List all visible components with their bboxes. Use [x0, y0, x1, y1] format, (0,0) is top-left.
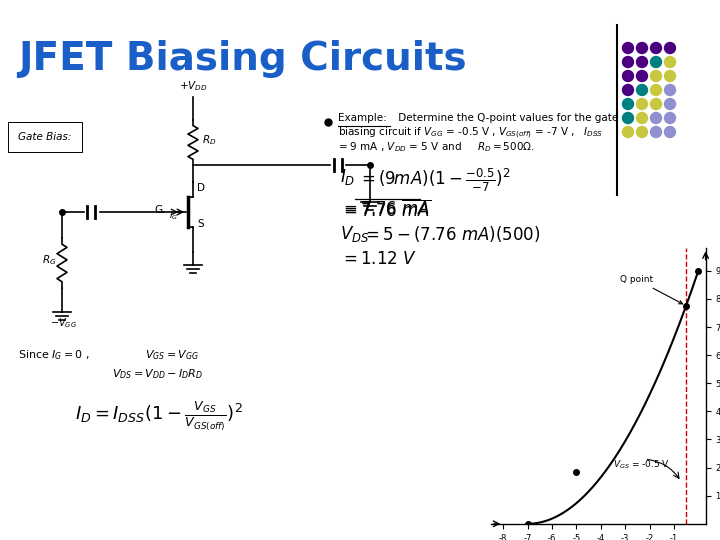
Circle shape — [636, 43, 647, 53]
Text: $R_D$: $R_D$ — [202, 133, 217, 147]
Text: $= 7.76\ mA$: $= 7.76\ mA$ — [340, 200, 430, 218]
Circle shape — [623, 71, 634, 82]
Text: $V_{DS}$: $V_{DS}$ — [340, 224, 369, 244]
Circle shape — [650, 43, 662, 53]
Text: $I_D = I_{DSS}(1 - \frac{V_{GS}}{V_{GS(off)}})^2$: $I_D = I_{DSS}(1 - \frac{V_{GS}}{V_{GS(o… — [75, 400, 243, 433]
Text: $R_G$: $R_G$ — [42, 253, 56, 267]
Text: JFET Biasing Circuits: JFET Biasing Circuits — [18, 40, 467, 78]
Circle shape — [636, 98, 647, 110]
Text: $V_{GS}$ = -0.5 V: $V_{GS}$ = -0.5 V — [613, 458, 670, 471]
Text: S: S — [197, 219, 204, 229]
Circle shape — [650, 98, 662, 110]
Circle shape — [623, 112, 634, 124]
Text: $= 1.12\ V$: $= 1.12\ V$ — [340, 250, 417, 268]
Text: biasing circuit if $V_{GG}$ = -0.5 V , $V_{GS(off)}$ = -7 V ,   $I_{DSS}$: biasing circuit if $V_{GG}$ = -0.5 V , $… — [338, 125, 603, 141]
Circle shape — [665, 84, 675, 96]
Circle shape — [650, 112, 662, 124]
Text: $-V_{GG}$: $-V_{GG}$ — [50, 316, 77, 330]
Circle shape — [665, 126, 675, 138]
Circle shape — [636, 71, 647, 82]
Circle shape — [650, 126, 662, 138]
Text: Q point: Q point — [620, 275, 683, 304]
Text: $= 5 - (7.76\ mA)(500)$: $= 5 - (7.76\ mA)(500)$ — [362, 224, 541, 244]
Text: Gate Bias:: Gate Bias: — [18, 132, 71, 142]
Circle shape — [650, 84, 662, 96]
Text: $V_{GS} = V_{GG}$: $V_{GS} = V_{GG}$ — [145, 348, 199, 362]
Circle shape — [665, 57, 675, 68]
Text: $I_D$: $I_D$ — [340, 167, 355, 187]
Circle shape — [623, 57, 634, 68]
Text: $= 7.76\ \overline{mA}$: $= 7.76\ \overline{mA}$ — [340, 200, 431, 221]
Text: $I_G$: $I_G$ — [169, 210, 179, 222]
Text: Determine the Q-point values for the gate: Determine the Q-point values for the gat… — [395, 113, 618, 123]
Circle shape — [636, 126, 647, 138]
Circle shape — [623, 84, 634, 96]
Text: Example:: Example: — [338, 113, 387, 123]
Text: $+V_{DD}$: $+V_{DD}$ — [179, 79, 207, 93]
Text: G: G — [154, 205, 162, 215]
Circle shape — [623, 126, 634, 138]
Circle shape — [665, 98, 675, 110]
Text: $V_{DS} = V_{DD} - I_D R_D$: $V_{DS} = V_{DD} - I_D R_D$ — [112, 367, 203, 381]
Circle shape — [665, 71, 675, 82]
Circle shape — [636, 112, 647, 124]
Circle shape — [665, 112, 675, 124]
Circle shape — [665, 43, 675, 53]
Circle shape — [650, 57, 662, 68]
Circle shape — [650, 71, 662, 82]
Text: $= (9mA)(1 - \frac{-0.5}{-7})^2$: $= (9mA)(1 - \frac{-0.5}{-7})^2$ — [358, 167, 510, 194]
Text: Since $I_G = 0$ ,: Since $I_G = 0$ , — [18, 348, 90, 362]
Circle shape — [623, 98, 634, 110]
Circle shape — [623, 43, 634, 53]
Text: D: D — [197, 183, 205, 193]
Circle shape — [636, 84, 647, 96]
Circle shape — [636, 57, 647, 68]
Text: = 9 mA , $V_{DD}$ = 5 V and     $R_D = 500\Omega$.: = 9 mA , $V_{DD}$ = 5 V and $R_D = 500\O… — [338, 140, 535, 154]
